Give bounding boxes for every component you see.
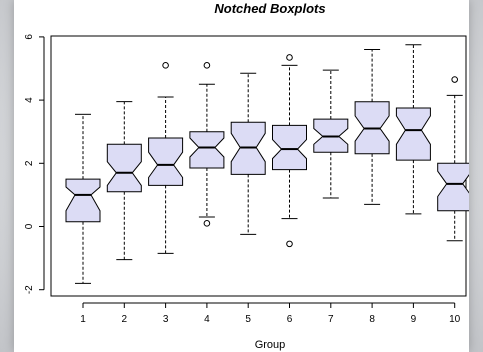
x-tick-label: 8 <box>369 314 375 325</box>
box-group-3 <box>148 62 184 254</box>
notched-box <box>106 143 142 193</box>
outlier-point <box>286 240 293 248</box>
box-group-1 <box>65 113 101 284</box>
outlier-point <box>203 220 211 227</box>
y-axis: -2 0 2 4 6 <box>24 34 45 294</box>
notched-box <box>272 124 307 171</box>
x-tick-label: 2 <box>122 314 128 325</box>
x-tick-label: 7 <box>328 314 334 325</box>
box-group-10 <box>437 76 469 242</box>
box-group-2 <box>106 101 142 261</box>
notched-boxplot-chart: Notched Boxplots -2 0 2 4 6 1 2 3 4 5 6 7 8 9 10 Grou… <box>24 1 469 351</box>
outlier-point <box>162 62 169 69</box>
chart-title: Notched Boxplots <box>214 1 325 16</box>
outlier-point <box>451 76 459 83</box>
chart-frame: Notched Boxplots -2 0 2 4 6 1 2 3 4 5 6 7 8 9 10 Grou… <box>14 0 469 352</box>
boxes-layer <box>65 44 469 284</box>
x-tick-label: 1 <box>80 314 86 325</box>
box-group-6 <box>272 54 307 248</box>
notched-box <box>189 131 225 169</box>
box-group-5 <box>230 72 266 235</box>
box-group-4 <box>189 62 225 227</box>
outlier-point <box>286 54 293 61</box>
box-group-8 <box>354 49 390 205</box>
x-tick-label: 4 <box>204 314 210 325</box>
x-axis-label: Group <box>255 339 286 351</box>
x-tick-label: 9 <box>411 314 417 325</box>
box-group-9 <box>395 44 431 215</box>
y-tick-label: 6 <box>24 34 35 40</box>
y-tick-label: -2 <box>24 285 35 294</box>
y-tick-label: 2 <box>24 160 35 166</box>
x-tick-label: 3 <box>163 314 169 325</box>
box-group-7 <box>313 69 349 199</box>
y-tick-label: 0 <box>24 223 35 229</box>
x-tick-label: 10 <box>449 314 461 325</box>
notched-box <box>148 137 184 186</box>
y-tick-label: 4 <box>24 97 35 103</box>
notched-box <box>395 107 431 161</box>
x-tick-label: 5 <box>245 314 251 325</box>
notched-box <box>65 178 101 223</box>
notched-box <box>437 162 469 212</box>
x-tick-label: 6 <box>287 314 293 325</box>
outlier-point <box>203 62 211 69</box>
x-axis: 1 2 3 4 5 6 7 8 9 10 <box>80 302 461 325</box>
